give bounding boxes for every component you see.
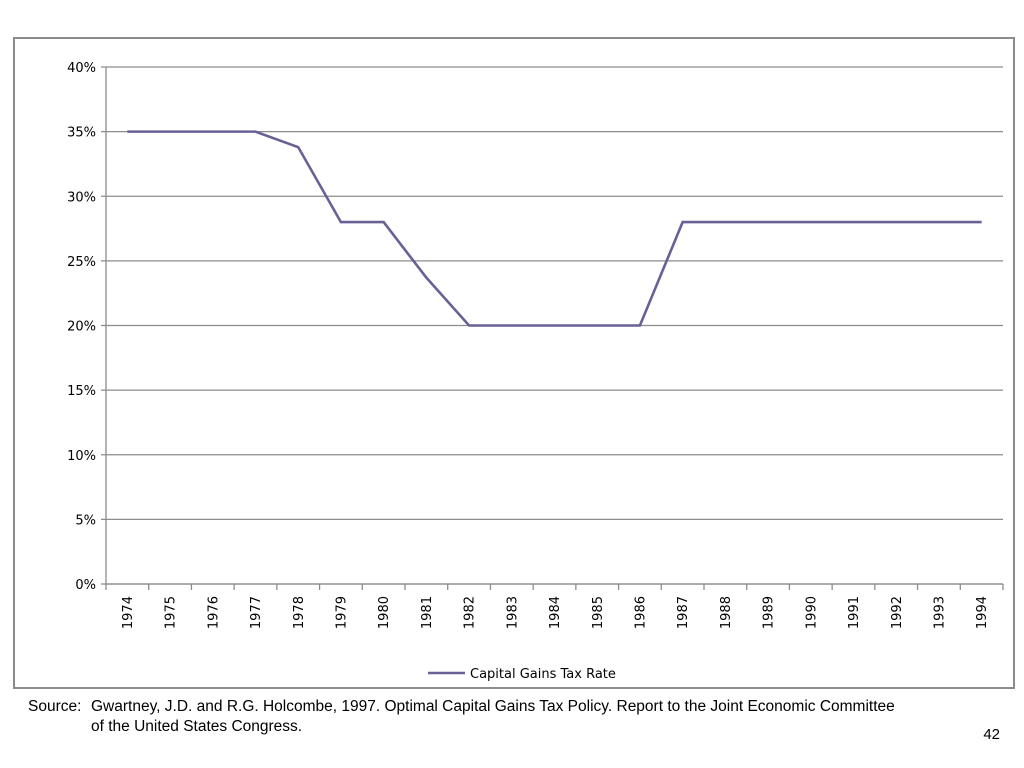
x-tick-label: 1982 bbox=[463, 596, 478, 629]
x-tick-label: 1974 bbox=[121, 596, 136, 629]
x-tick-label: 1987 bbox=[676, 596, 691, 629]
y-tick-label: 35% bbox=[67, 126, 96, 141]
x-tick-label: 1991 bbox=[847, 596, 862, 629]
legend-label: Capital Gains Tax Rate bbox=[470, 667, 616, 682]
source-label: Source: bbox=[28, 698, 82, 715]
x-tick-label: 1981 bbox=[420, 596, 435, 629]
x-tick-label: 1989 bbox=[762, 596, 777, 629]
y-tick-label: 5% bbox=[75, 513, 96, 528]
x-tick-label: 1994 bbox=[975, 596, 990, 629]
y-tick-label: 20% bbox=[67, 320, 96, 335]
x-tick-label: 1979 bbox=[334, 596, 349, 629]
x-tick-label: 1980 bbox=[377, 596, 392, 629]
y-tick-label: 40% bbox=[67, 61, 96, 76]
x-tick-label: 1984 bbox=[548, 596, 563, 629]
x-tick-label: 1983 bbox=[505, 596, 520, 629]
source-text-line-1: Gwartney, J.D. and R.G. Holcombe, 1997. … bbox=[91, 698, 895, 715]
x-tick-label: 1988 bbox=[719, 596, 734, 629]
x-tick-label: 1977 bbox=[249, 596, 264, 629]
x-tick-label: 1986 bbox=[633, 596, 648, 629]
x-tick-label: 1992 bbox=[890, 596, 905, 629]
y-tick-label: 25% bbox=[67, 255, 96, 270]
x-tick-label: 1975 bbox=[164, 596, 179, 629]
x-tick-label: 1993 bbox=[932, 596, 947, 629]
chart-frame: 0% 5% 10% 15% 20% 25% 30% 35% 40% 1974 1975 1976 197… bbox=[13, 37, 1015, 689]
x-tick-label: 1985 bbox=[591, 596, 606, 629]
y-tick-label: 0% bbox=[75, 578, 96, 593]
x-tick-label: 1978 bbox=[292, 596, 307, 629]
line-chart: 0% 5% 10% 15% 20% 25% 30% 35% 40% 1974 1975 1976 197… bbox=[67, 61, 1004, 682]
y-tick-label: 15% bbox=[67, 384, 96, 399]
source-text-line-2: of the United States Congress. bbox=[91, 718, 303, 735]
y-tick-label: 30% bbox=[67, 190, 96, 205]
x-tick-label: 1976 bbox=[206, 596, 221, 629]
source-text: Gwartney, J.D. and R.G. Holcombe, 1997. … bbox=[91, 697, 991, 737]
y-tick-label: 10% bbox=[67, 449, 96, 464]
x-tick-label: 1990 bbox=[804, 596, 819, 629]
page-number: 42 bbox=[983, 726, 1000, 743]
series-line bbox=[127, 130, 982, 327]
